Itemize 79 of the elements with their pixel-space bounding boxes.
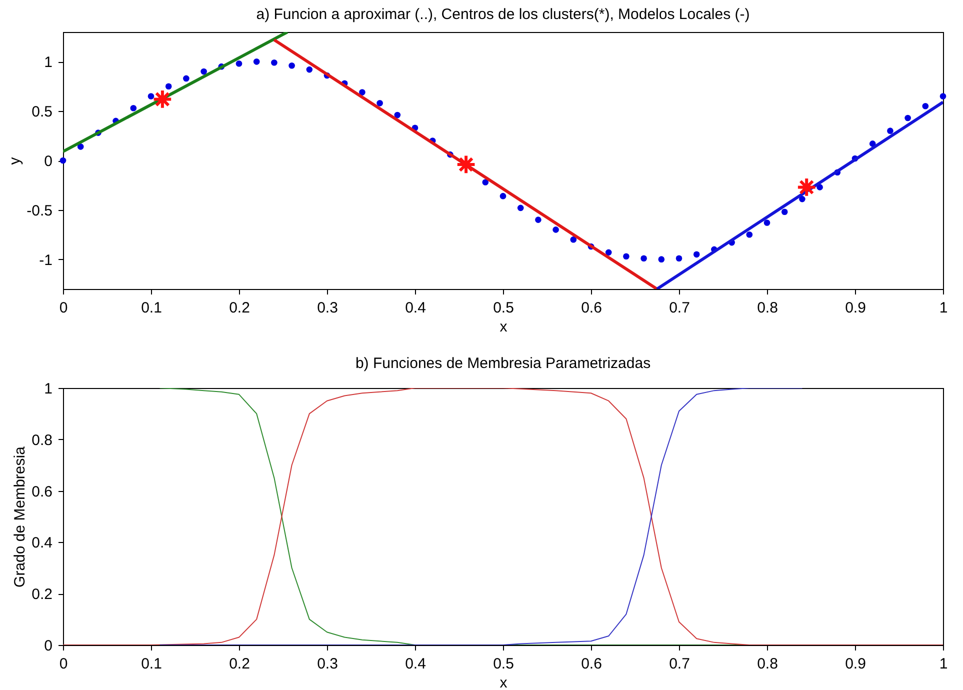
point [940, 93, 946, 100]
point [746, 231, 753, 238]
point [693, 251, 700, 258]
point [236, 60, 242, 67]
y-tick-label: -0.5 [26, 202, 52, 220]
point [796, 177, 817, 198]
y-tick-label: 0.5 [32, 104, 52, 121]
x-tick-label: 0.6 [581, 656, 602, 672]
line-series [159, 388, 803, 645]
point [764, 220, 770, 226]
point [271, 59, 278, 66]
x-tick-label: 0.6 [581, 300, 602, 316]
point [781, 208, 788, 216]
y-tick-label: 0 [44, 153, 52, 170]
x-tick-label: 0.5 [493, 656, 514, 672]
x-tick-label: 0.5 [493, 300, 514, 316]
point [570, 236, 577, 243]
point [359, 89, 366, 96]
point [676, 255, 682, 262]
point [799, 196, 806, 202]
y-tick-label: 1 [44, 54, 52, 72]
point [658, 256, 665, 262]
point [394, 112, 401, 118]
point [640, 255, 647, 262]
x-tick-label: 1 [939, 300, 948, 316]
x-axis-title: x [500, 318, 508, 336]
x-tick-label: 0.2 [229, 300, 250, 316]
point [376, 100, 383, 106]
point [77, 144, 84, 150]
point [130, 104, 137, 112]
point [306, 66, 313, 73]
y-axis-title: Grado de Membresia [12, 446, 29, 588]
point [165, 83, 172, 90]
point [500, 192, 506, 200]
point [200, 68, 207, 75]
x-tick-label: 0.9 [845, 656, 866, 672]
x-tick-label: 0 [59, 656, 68, 672]
chart-title: a) Funcion a aproximar (..), Centros de los clusters(*), Modelos Locales (-) [256, 6, 750, 23]
x-tick-label: 0.9 [845, 300, 866, 316]
x-tick-label: 0.1 [141, 300, 162, 316]
y-tick-label: 0.6 [32, 483, 52, 500]
point [623, 253, 630, 260]
point [904, 114, 911, 122]
x-tick-label: 0 [59, 300, 68, 316]
y-tick-label: 0 [44, 638, 52, 654]
point [517, 204, 524, 212]
y-tick-label: 1 [44, 380, 52, 398]
point [922, 102, 929, 110]
point [605, 249, 612, 256]
point [152, 89, 173, 110]
point [535, 216, 542, 223]
y-tick-label: 0.2 [32, 586, 52, 604]
x-tick-label: 0.3 [317, 300, 338, 316]
point [60, 157, 66, 164]
x-tick-label: 0.4 [405, 300, 426, 316]
y-tick-label: 0.8 [32, 432, 52, 449]
x-axis-title: x [500, 674, 508, 690]
x-tick-label: 0.1 [141, 656, 162, 672]
point [816, 184, 823, 190]
point [288, 62, 295, 69]
point [887, 128, 894, 134]
x-tick-label: 0.8 [757, 656, 778, 672]
point [552, 226, 559, 233]
x-tick-label: 0.3 [317, 656, 338, 672]
point [253, 58, 260, 65]
x-tick-label: 0.7 [669, 300, 690, 316]
point [148, 93, 154, 100]
chart-title: b) Funciones de Membresia Parametrizadas [355, 355, 651, 372]
point [456, 154, 476, 175]
y-axis-title: y [6, 156, 24, 165]
point [482, 179, 489, 186]
y-tick-label: -1 [39, 252, 52, 269]
x-tick-label: 0.8 [757, 300, 778, 316]
x-tick-label: 1 [939, 656, 948, 672]
y-tick-label: 0.4 [32, 534, 52, 552]
point [183, 75, 190, 82]
x-tick-label: 0.2 [229, 656, 250, 672]
x-tick-label: 0.7 [669, 656, 690, 672]
x-tick-label: 0.4 [405, 656, 426, 672]
